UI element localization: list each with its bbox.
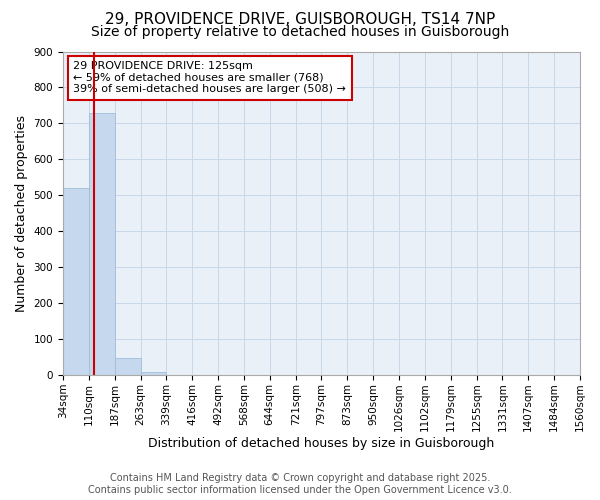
Bar: [115, 358, 140, 375]
Text: 29 PROVIDENCE DRIVE: 125sqm
← 59% of detached houses are smaller (768)
39% of se: 29 PROVIDENCE DRIVE: 125sqm ← 59% of det…: [73, 61, 346, 94]
Bar: [140, 372, 166, 375]
Text: Contains HM Land Registry data © Crown copyright and database right 2025.
Contai: Contains HM Land Registry data © Crown c…: [88, 474, 512, 495]
Text: 29, PROVIDENCE DRIVE, GUISBOROUGH, TS14 7NP: 29, PROVIDENCE DRIVE, GUISBOROUGH, TS14 …: [105, 12, 495, 28]
Bar: [63, 188, 89, 375]
Y-axis label: Number of detached properties: Number of detached properties: [15, 115, 28, 312]
Bar: [89, 112, 115, 375]
X-axis label: Distribution of detached houses by size in Guisborough: Distribution of detached houses by size …: [148, 437, 494, 450]
Text: Size of property relative to detached houses in Guisborough: Size of property relative to detached ho…: [91, 25, 509, 39]
